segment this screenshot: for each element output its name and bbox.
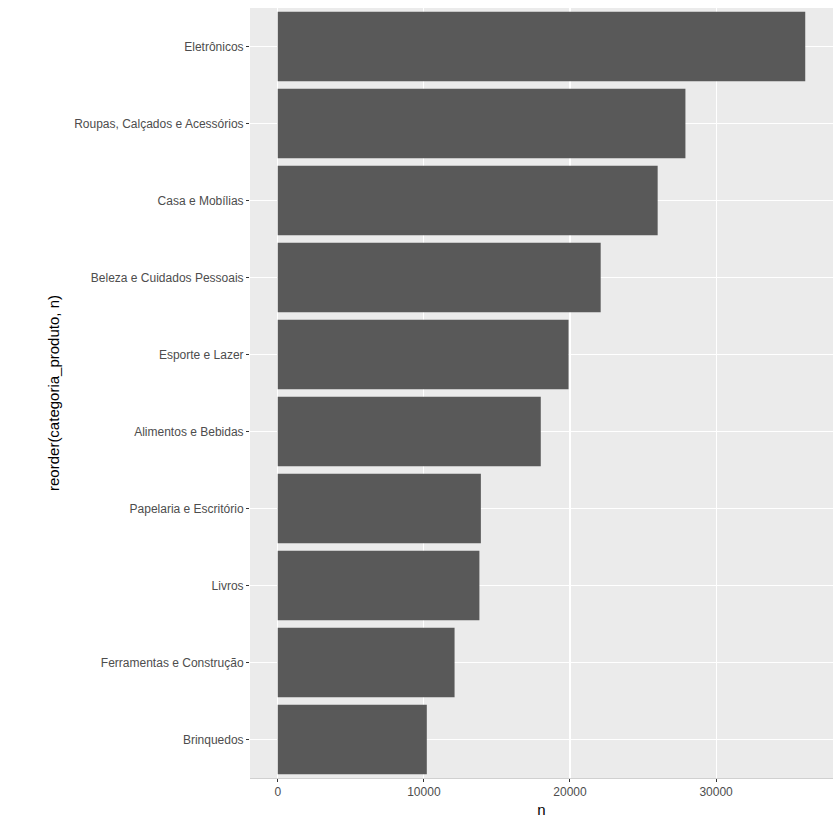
svg-text:Beleza e Cuidados Pessoais: Beleza e Cuidados Pessoais	[91, 271, 244, 285]
svg-text:Brinquedos: Brinquedos	[183, 733, 244, 747]
svg-text:n: n	[537, 801, 545, 818]
svg-text:Esporte e Lazer: Esporte e Lazer	[159, 348, 244, 362]
svg-text:10000: 10000	[407, 785, 441, 799]
svg-text:0: 0	[274, 785, 281, 799]
svg-text:Livros: Livros	[212, 579, 244, 593]
svg-text:Alimentos e Bebidas: Alimentos e Bebidas	[134, 425, 243, 439]
svg-text:Eletrônicos: Eletrônicos	[184, 40, 243, 54]
svg-text:Papelaria e Escritório: Papelaria e Escritório	[130, 502, 244, 516]
svg-text:Casa e Mobílias: Casa e Mobílias	[158, 194, 244, 208]
svg-text:reorder(categoria_produto, n): reorder(categoria_produto, n)	[45, 295, 62, 491]
svg-text:30000: 30000	[699, 785, 733, 799]
svg-text:20000: 20000	[553, 785, 587, 799]
svg-text:Roupas, Calçados e Acessórios: Roupas, Calçados e Acessórios	[74, 117, 243, 131]
svg-text:Ferramentas e Construção: Ferramentas e Construção	[101, 656, 244, 670]
